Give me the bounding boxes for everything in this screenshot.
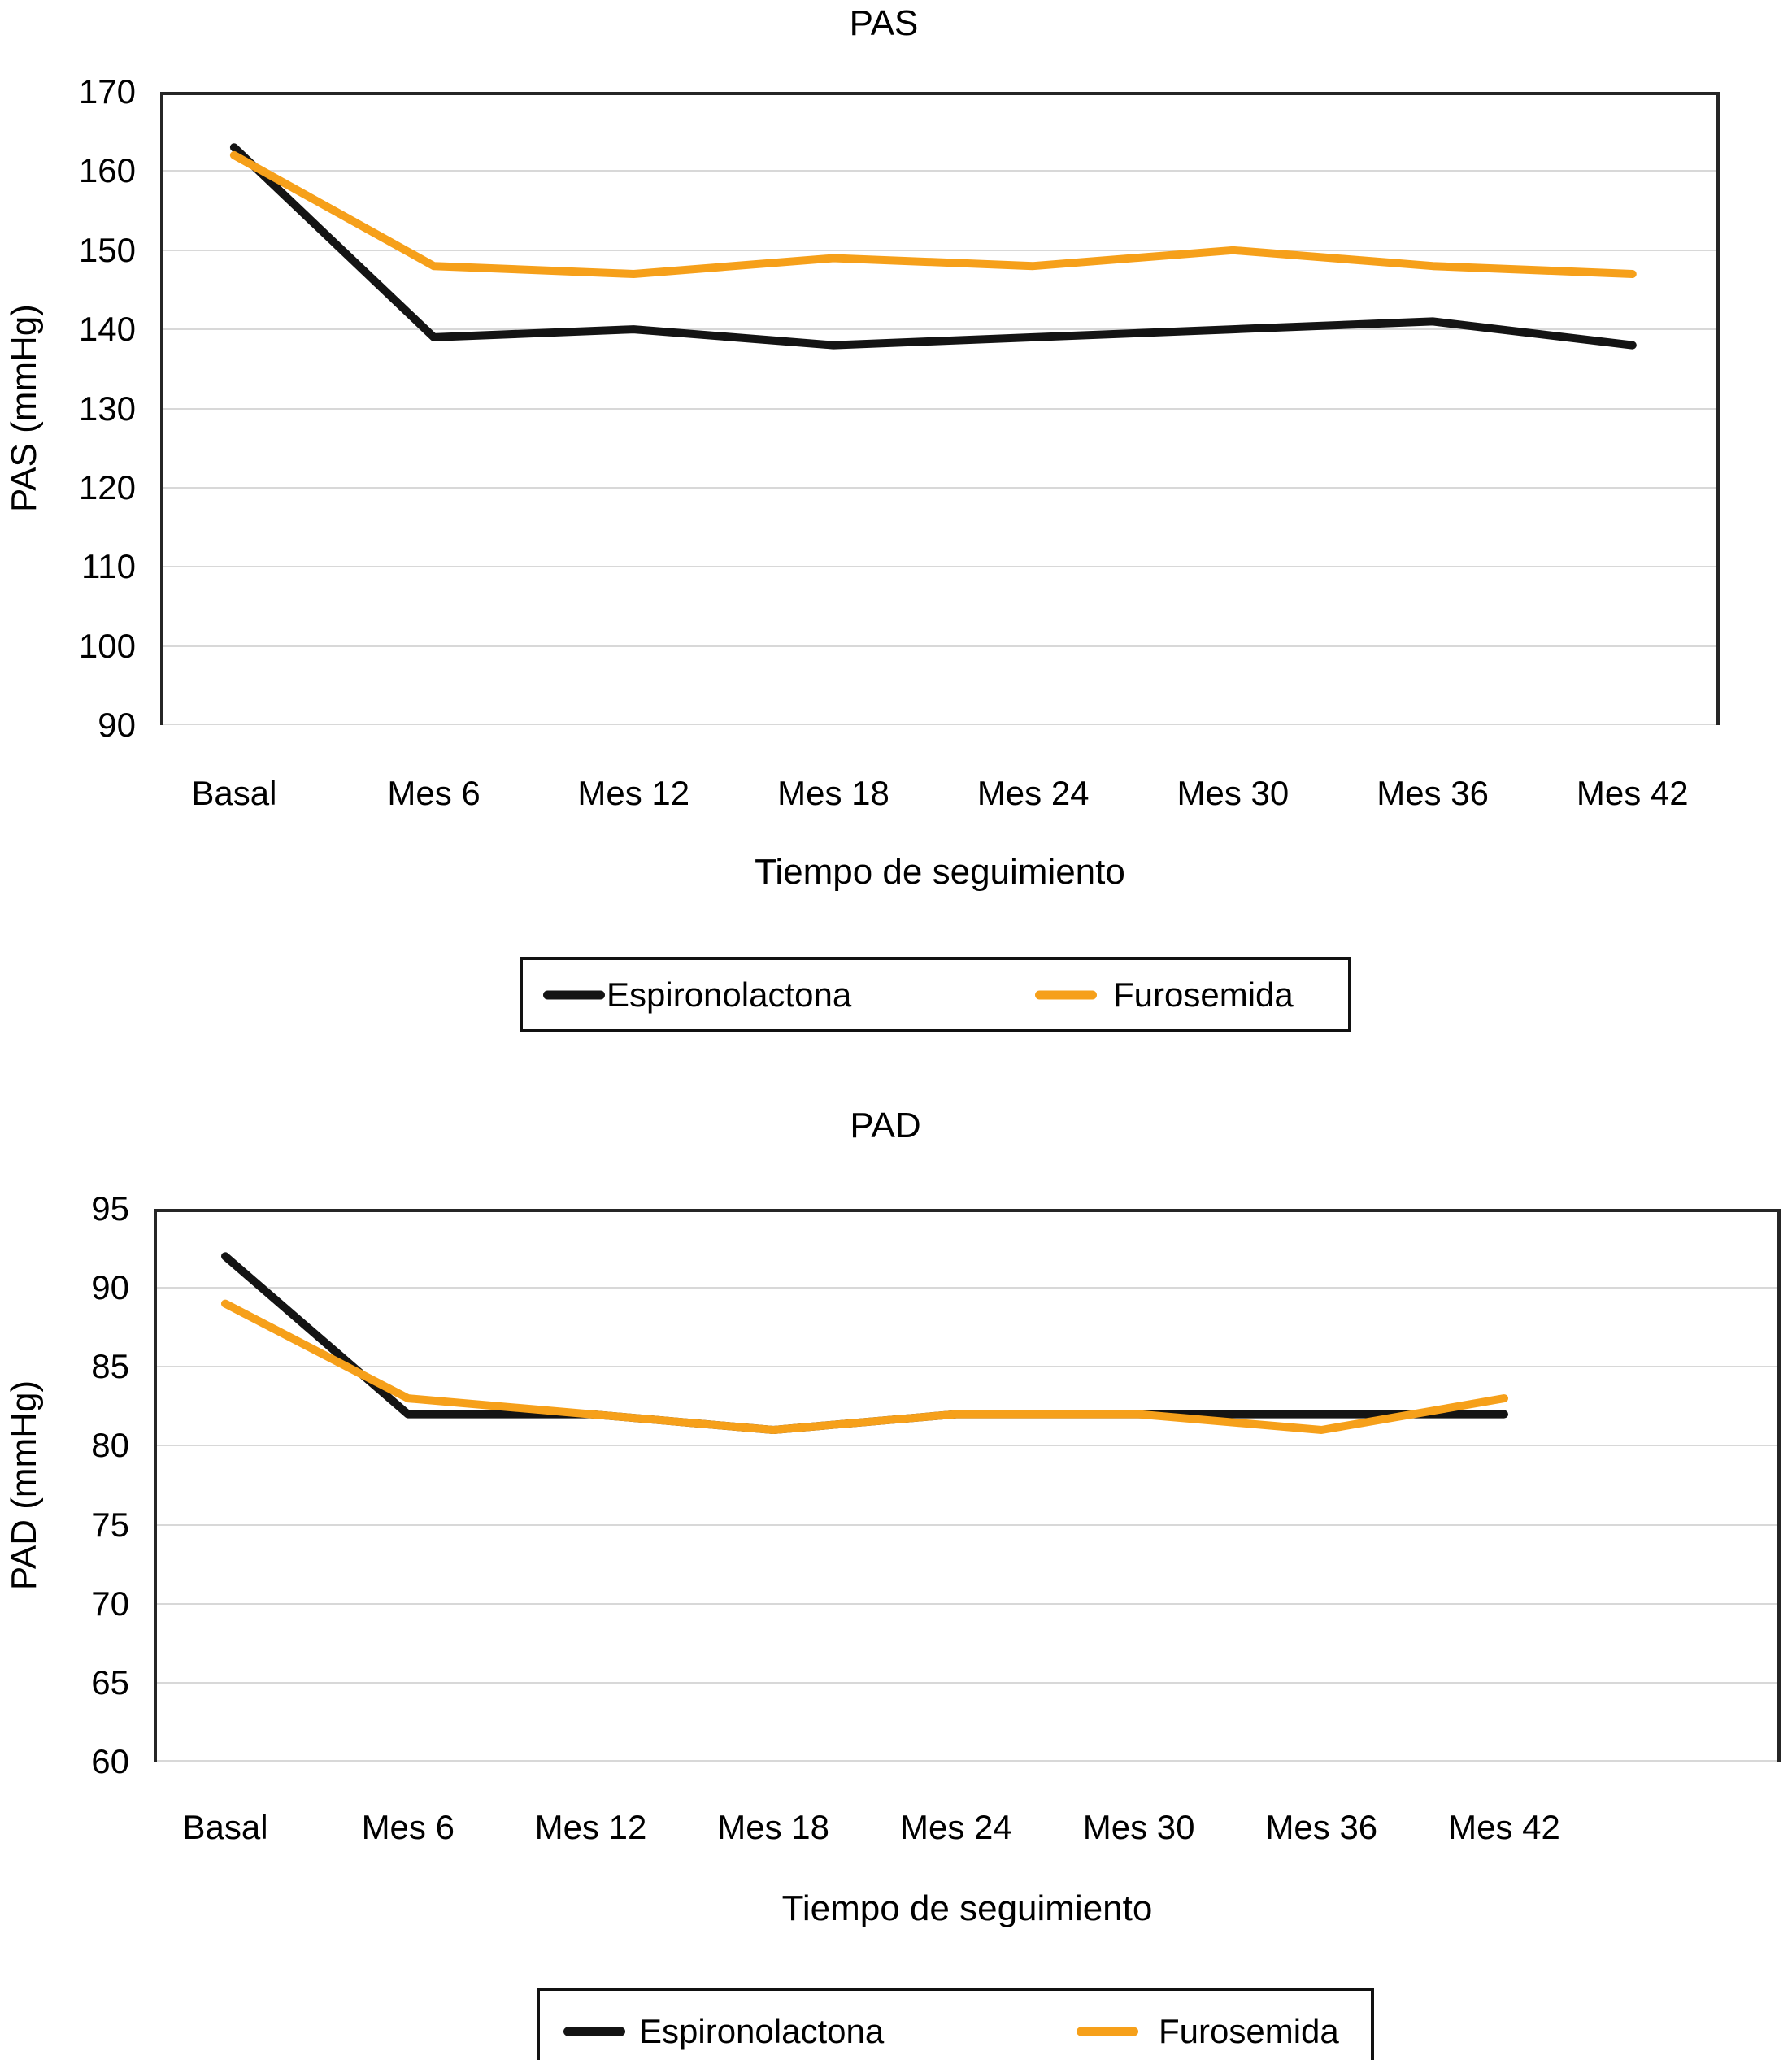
x-tick-label: Basal <box>191 774 277 812</box>
pad-legend: Espironolactona Furosemida <box>537 1988 1374 2060</box>
series-line-furosemida <box>221 1299 1508 1434</box>
y-tick-label: 90 <box>91 1268 129 1306</box>
y-tick-label: 130 <box>78 389 136 428</box>
espironolactona-line-icon <box>563 2027 625 2036</box>
y-tick-label: 150 <box>78 231 136 269</box>
y-tick-label: 95 <box>91 1189 129 1228</box>
y-tick-label: 75 <box>91 1506 129 1544</box>
legend-label-espironolactona: Espironolactona <box>607 975 852 1014</box>
y-tick-label: 85 <box>91 1347 129 1385</box>
legend-label-espironolactona: Espironolactona <box>639 2012 885 2050</box>
x-tick-label: Mes 18 <box>777 774 889 812</box>
y-tick-label: 120 <box>78 468 136 506</box>
y-tick-label: 80 <box>91 1426 129 1464</box>
x-tick-label: Basal <box>182 1808 268 1846</box>
series-line-furosemida <box>229 150 1637 278</box>
pas-x-axis-title: Tiempo de seguimiento <box>755 852 1125 892</box>
y-tick-label: 140 <box>78 310 136 348</box>
espironolactona-line-icon <box>543 990 605 999</box>
y-tick-label: 100 <box>78 627 136 665</box>
x-tick-label: Mes 18 <box>717 1808 830 1846</box>
y-tick-label: 70 <box>91 1584 129 1623</box>
x-tick-label: Mes 42 <box>1576 774 1689 812</box>
x-tick-label: Mes 42 <box>1448 1808 1560 1846</box>
y-tick-label: 170 <box>78 72 136 111</box>
legend-label-furosemida: Furosemida <box>1113 975 1294 1014</box>
pas-chart-title: PAS <box>849 3 919 43</box>
x-tick-label: Mes 6 <box>361 1808 455 1846</box>
x-tick-label: Mes 12 <box>534 1808 647 1846</box>
pad-y-axis-title: PAD (mmHg) <box>4 1380 44 1591</box>
x-tick-label: Mes 24 <box>900 1808 1012 1846</box>
furosemida-line-icon <box>1077 2027 1138 2036</box>
legend-label-furosemida: Furosemida <box>1159 2012 1339 2050</box>
x-tick-label: Mes 36 <box>1377 774 1489 812</box>
pas-legend: Espironolactona Furosemida <box>520 957 1351 1032</box>
series-line-espironolactona <box>229 143 1637 350</box>
y-tick-label: 60 <box>91 1742 129 1780</box>
x-tick-label: Mes 36 <box>1265 1808 1378 1846</box>
y-tick-label: 65 <box>91 1663 129 1701</box>
x-tick-label: Mes 6 <box>387 774 481 812</box>
y-tick-label: 110 <box>81 547 136 585</box>
pad-plot-area <box>154 1209 1781 1762</box>
pad-x-axis-title: Tiempo de seguimiento <box>781 1888 1153 1928</box>
x-tick-label: Mes 30 <box>1082 1808 1195 1846</box>
series-line-espironolactona <box>221 1252 1508 1434</box>
x-tick-label: Mes 24 <box>976 774 1090 812</box>
x-tick-label: Mes 12 <box>577 774 690 812</box>
plot-svg <box>154 1209 1781 1762</box>
plot-svg <box>160 92 1720 725</box>
y-tick-label: 160 <box>78 151 136 189</box>
x-tick-label: Mes 30 <box>1177 774 1290 812</box>
furosemida-line-icon <box>1035 990 1097 999</box>
pad-chart-title: PAD <box>850 1106 921 1145</box>
pas-plot-area <box>160 92 1720 725</box>
y-tick-label: 90 <box>98 706 136 744</box>
